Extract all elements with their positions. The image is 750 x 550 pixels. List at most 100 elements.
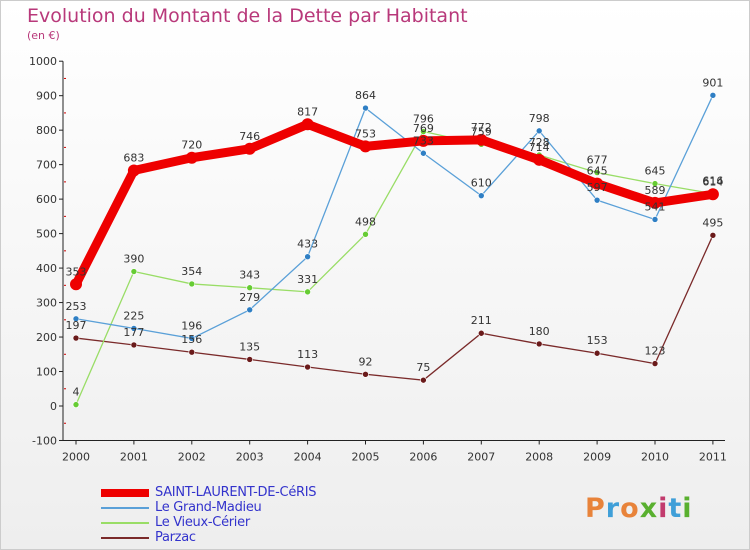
data-label: 769: [413, 122, 434, 135]
y-tick-label: 1000: [29, 55, 57, 68]
logo-letter: t: [668, 493, 683, 524]
proxiti-logo: Proxiti: [585, 493, 693, 524]
legend-swatch: [101, 507, 149, 509]
data-label: 343: [239, 269, 260, 282]
data-label: 211: [471, 314, 492, 327]
data-point: [72, 334, 80, 342]
y-tick-label: 700: [36, 159, 57, 172]
data-point: [304, 288, 311, 296]
data-labels: 353 683 720 746 817 753 769 772 714 645 589 614 253 2…: [66, 76, 724, 398]
data-label: 614: [702, 175, 723, 188]
data-point: [304, 253, 311, 261]
logo-letter: i: [658, 493, 669, 524]
y-tick-label: 400: [36, 262, 57, 275]
data-point: [304, 363, 311, 371]
legend-item: SAINT-LAURENT-DE-CéRIS: [101, 485, 401, 500]
data-point: [593, 349, 601, 357]
legend-label: Le Vieux-Cérier: [155, 515, 250, 530]
data-point: [246, 356, 253, 363]
data-point: [706, 188, 719, 201]
data-point: [420, 376, 427, 384]
data-point: [188, 335, 196, 342]
data-label: 135: [239, 340, 260, 353]
data-label: 714: [529, 141, 550, 154]
logo-letter: P: [585, 493, 606, 524]
data-point: [475, 133, 488, 146]
data-point: [593, 169, 601, 176]
logo-letter: o: [620, 493, 640, 524]
data-label: 92: [359, 355, 373, 368]
legend-label: SAINT-LAURENT-DE-CéRIS: [155, 485, 317, 500]
data-label: 495: [702, 216, 723, 229]
data-label: 677: [587, 154, 608, 167]
data-point: [243, 142, 256, 155]
data-label: 728: [529, 136, 550, 149]
y-tick-label: 200: [36, 331, 57, 344]
data-label: 616: [702, 175, 723, 188]
x-tick-label: 2000: [62, 450, 90, 463]
x-tick-label: 2008: [525, 450, 553, 463]
data-label: 597: [587, 181, 608, 194]
data-point: [362, 370, 369, 378]
data-label: 180: [529, 325, 550, 338]
data-point: [420, 128, 427, 135]
data-label: 759: [471, 125, 492, 138]
data-point: [127, 164, 140, 177]
data-point: [651, 180, 659, 187]
data-point: [593, 196, 601, 204]
data-point: [301, 118, 314, 131]
data-label: 720: [181, 139, 202, 152]
legend-swatch: [101, 489, 149, 497]
data-label: 75: [416, 361, 430, 374]
data-label: 197: [66, 319, 87, 332]
x-tick-label: 2002: [178, 450, 206, 463]
data-label: 225: [123, 309, 144, 322]
data-label: 645: [587, 165, 608, 178]
series-line: [75, 235, 714, 381]
data-label: 123: [645, 345, 666, 358]
data-point: [533, 153, 546, 166]
data-label: 113: [297, 348, 318, 361]
data-point: [72, 401, 80, 408]
logo-letter: i: [682, 493, 693, 524]
legend: SAINT-LAURENT-DE-CéRIS Le Grand-Madieu L…: [101, 485, 401, 545]
y-tick-label: 800: [36, 124, 57, 137]
x-tick-label: 2005: [352, 450, 380, 463]
data-point: [362, 230, 369, 238]
logo-letter: x: [639, 493, 659, 524]
data-label: 746: [239, 130, 260, 143]
data-point: [477, 192, 485, 199]
x-tick-label: 2011: [699, 450, 727, 463]
data-label: 4: [73, 386, 80, 399]
y-tick-label: -100: [32, 434, 57, 447]
data-label: 645: [645, 165, 666, 178]
data-point: [130, 268, 138, 275]
x-tick-label: 2001: [120, 450, 148, 463]
data-point: [709, 232, 717, 239]
legend-label: Parzac: [155, 530, 196, 545]
data-point: [709, 92, 717, 99]
data-point: [130, 325, 138, 332]
data-label: 817: [297, 105, 318, 118]
data-point: [651, 360, 659, 367]
data-point: [246, 284, 253, 292]
data-point: [362, 104, 369, 112]
data-label: 353: [66, 265, 87, 278]
data-point: [359, 140, 372, 153]
data-label: 683: [123, 152, 144, 165]
logo-letter: r: [605, 493, 621, 524]
data-label: 331: [297, 273, 318, 286]
legend-item: Le Grand-Madieu: [101, 500, 401, 515]
chart-unit-label: (en €): [27, 29, 60, 42]
data-label: 390: [123, 253, 144, 266]
data-label: 153: [587, 334, 608, 347]
series-lines: [70, 92, 719, 408]
y-tick-label: 600: [36, 193, 57, 206]
data-point: [188, 280, 196, 288]
x-tick-label: 2003: [236, 450, 264, 463]
x-tick-label: 2007: [467, 450, 495, 463]
y-tick-label: 500: [36, 228, 57, 241]
data-label: 177: [123, 326, 144, 339]
chart-title: Evolution du Montant de la Dette par Hab…: [27, 5, 468, 27]
